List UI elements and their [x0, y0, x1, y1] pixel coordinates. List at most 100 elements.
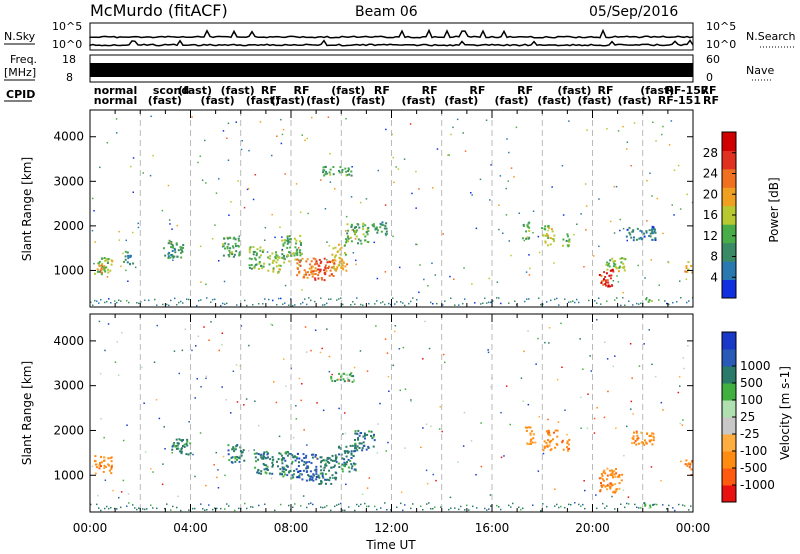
ground-scatter-cell [100, 509, 102, 512]
ground-scatter-cell [636, 506, 638, 509]
data-cell [552, 438, 554, 441]
data-cell [522, 225, 525, 227]
data-cell [324, 473, 327, 476]
data-cell [314, 454, 317, 456]
data-cell [306, 470, 309, 473]
data-cell [286, 235, 289, 238]
data-cell [323, 469, 325, 472]
data-cell [322, 166, 325, 169]
data-cell [346, 450, 349, 453]
power-colorbar-tick-label: 28 [703, 146, 718, 160]
data-cell [305, 479, 308, 482]
speckle-cell [523, 239, 526, 242]
data-cell [530, 430, 533, 433]
data-cell [345, 170, 348, 173]
speckle-cell [99, 373, 102, 375]
data-cell [167, 242, 170, 245]
data-cell [527, 237, 530, 240]
ground-scatter-cell [632, 304, 634, 306]
data-cell [224, 247, 226, 250]
data-cell [652, 432, 655, 435]
speckle-cell [640, 431, 642, 434]
ground-scatter-cell [388, 302, 390, 305]
data-cell [185, 442, 188, 445]
speckle-cell [352, 252, 355, 254]
data-cell [619, 257, 622, 260]
cpid-entry: (fast) [537, 94, 571, 107]
data-cell [640, 230, 643, 233]
data-cell [346, 236, 349, 239]
speckle-cell [274, 236, 276, 239]
ground-scatter-cell [450, 507, 452, 509]
data-cell [298, 461, 300, 464]
noise-traces [89, 28, 694, 47]
ground-scatter-cell [624, 506, 626, 509]
speckle-cell [391, 133, 393, 136]
ground-scatter-cell [310, 299, 312, 302]
nsearch-label: N.Search [746, 30, 796, 43]
speckle-cell [201, 179, 204, 181]
data-cell [341, 171, 344, 174]
data-cell [567, 443, 570, 446]
data-cell [262, 457, 265, 460]
data-cell [255, 460, 257, 463]
ground-scatter-cell [520, 508, 522, 511]
data-cell [346, 223, 349, 226]
speckle-cell [537, 470, 540, 472]
data-cell [124, 250, 127, 253]
speckle-cell [679, 422, 681, 425]
data-cell [260, 470, 263, 473]
speckle-cell [489, 199, 491, 201]
data-cell [110, 263, 113, 266]
power-colorbar-segment [722, 205, 736, 225]
data-cell [255, 254, 258, 257]
ground-scatter-cell [280, 503, 282, 506]
data-cell [614, 266, 617, 269]
data-cell [602, 479, 605, 482]
ground-scatter-cell [166, 303, 168, 306]
speckle-cell [125, 239, 127, 242]
data-cell [333, 464, 336, 467]
data-cell [639, 229, 642, 232]
data-cell [288, 452, 291, 455]
speckle-cell [436, 148, 439, 150]
ground-scatter-cell [264, 298, 266, 300]
data-cell [253, 265, 256, 268]
speckle-cell [686, 463, 688, 465]
data-cell [350, 170, 353, 173]
data-cell [325, 478, 328, 481]
data-cell [347, 168, 350, 171]
speckle-cell [568, 120, 570, 122]
data-cell [171, 448, 174, 451]
data-cell [272, 464, 274, 467]
cpid-entry: (fast) [495, 94, 529, 107]
data-cell [337, 462, 340, 465]
ground-scatter-cell [686, 301, 688, 304]
speckle-cell [646, 220, 648, 222]
data-cell [239, 446, 242, 449]
data-cell [600, 280, 603, 283]
data-cell [233, 253, 236, 256]
data-cell [106, 260, 109, 263]
data-cell [295, 242, 297, 245]
data-cell [301, 257, 304, 260]
velocity-colorbar-tick-label: -100 [740, 444, 767, 458]
speckle-cell [282, 258, 285, 260]
speckle-cell [132, 191, 134, 193]
speckle-cell [292, 436, 295, 439]
data-cell [100, 267, 103, 270]
ground-scatter-cell [100, 299, 102, 301]
data-cell [614, 491, 617, 494]
ground-scatter-cell [640, 507, 642, 509]
data-cell [648, 235, 651, 237]
data-cell [321, 475, 324, 477]
speckle-cell [253, 449, 255, 451]
data-cell [613, 491, 615, 494]
data-cell [525, 230, 528, 233]
ground-scatter-cell [410, 507, 412, 510]
data-cell [525, 429, 528, 432]
speckle-cell [489, 494, 492, 496]
data-cell [350, 372, 353, 375]
freq-tick-top: 18 [62, 53, 76, 66]
speckle-cell [223, 280, 226, 283]
